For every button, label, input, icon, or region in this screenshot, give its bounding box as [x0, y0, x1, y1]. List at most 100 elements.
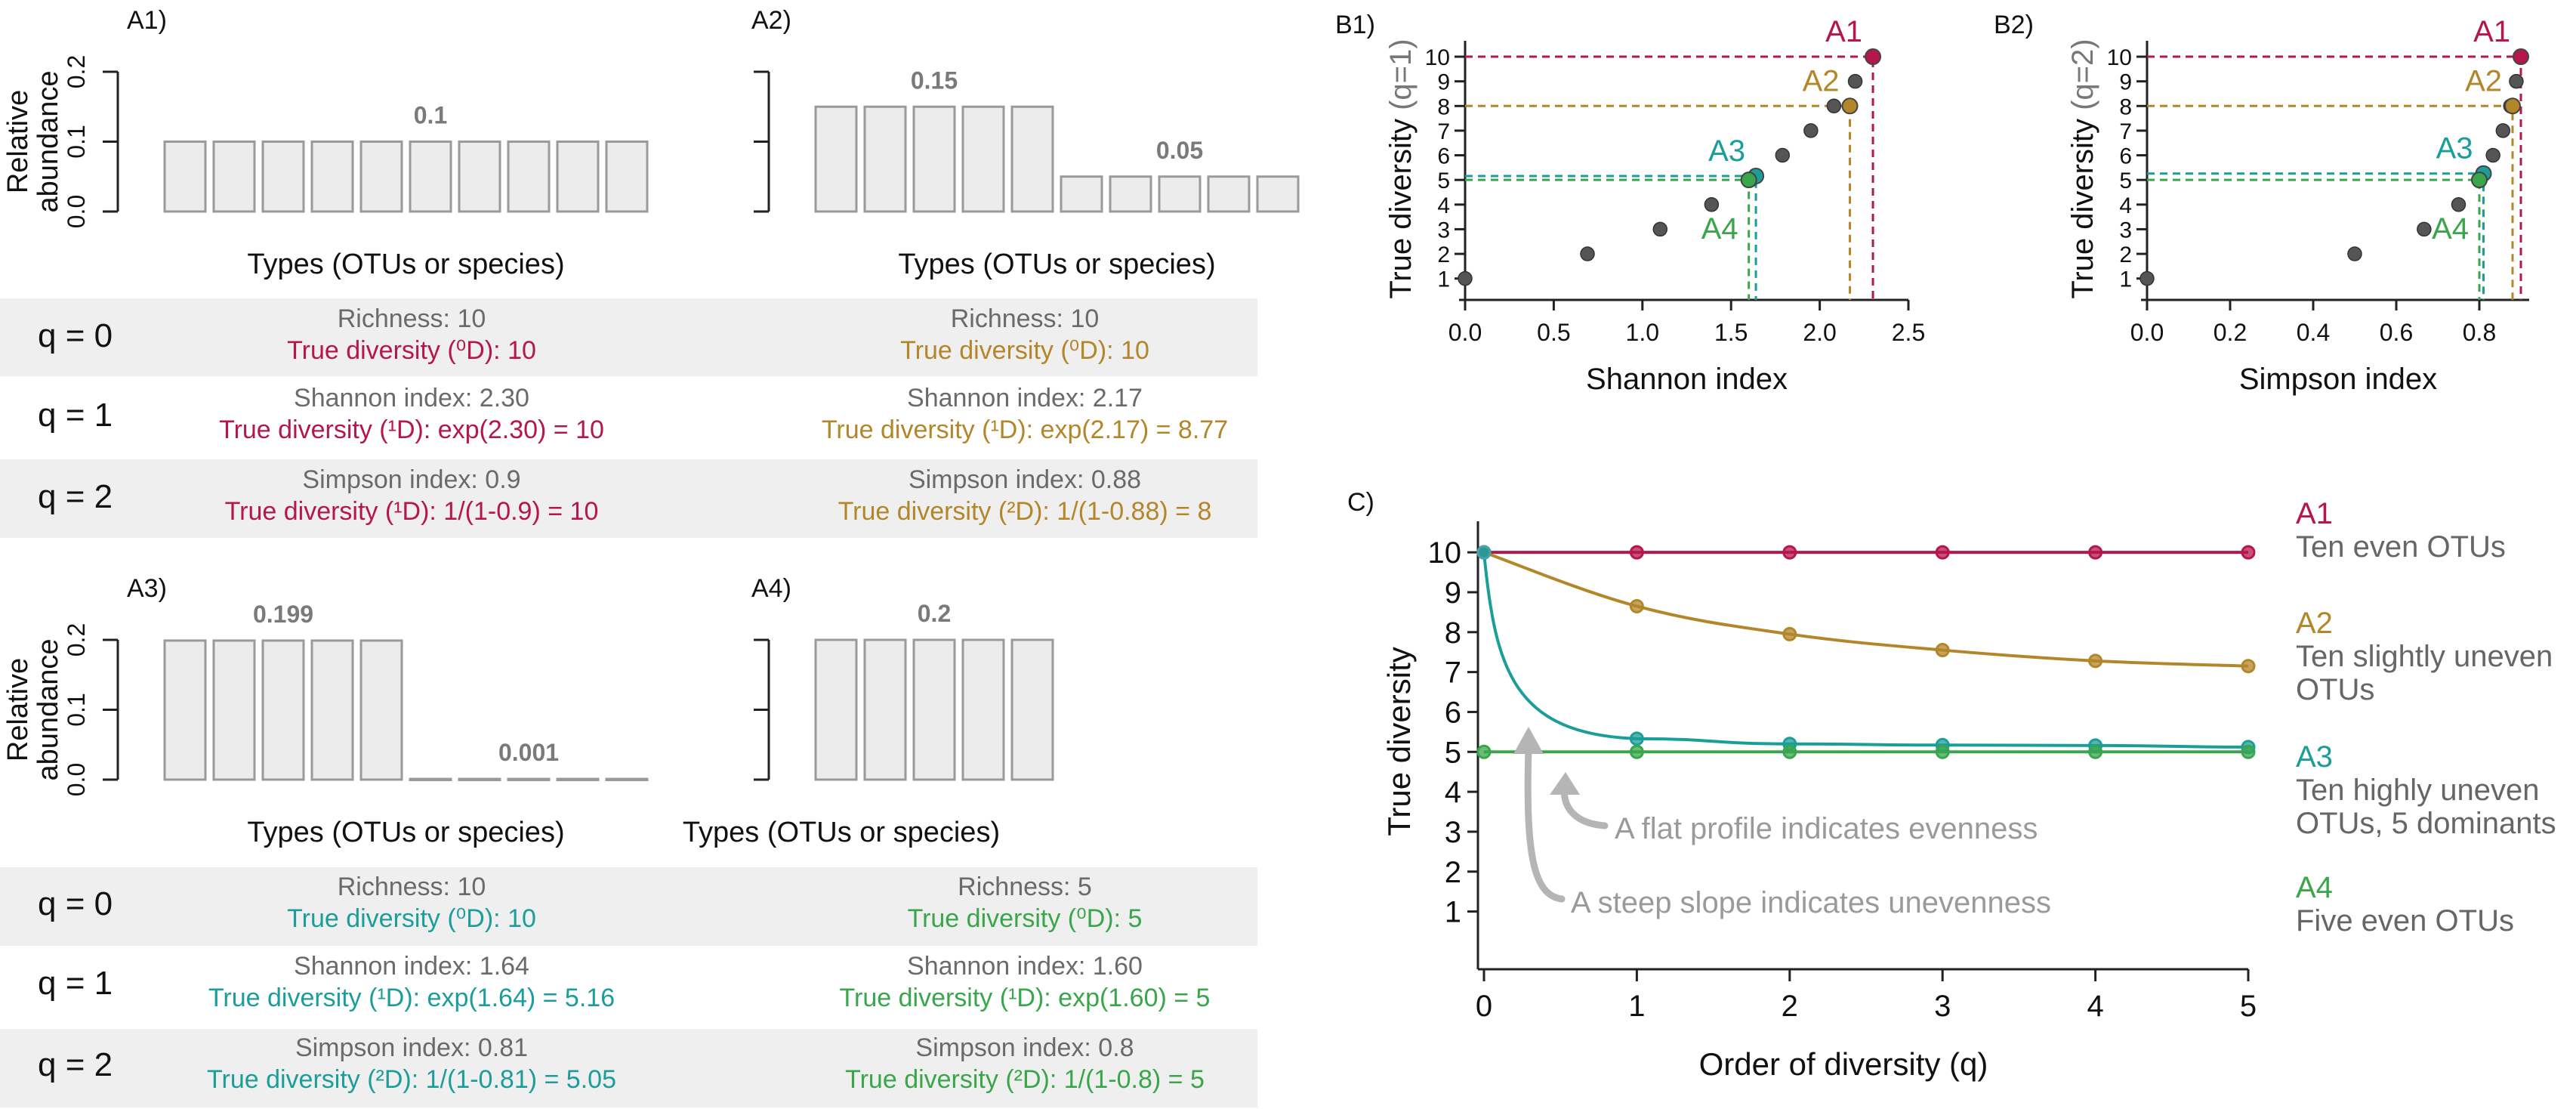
panel-label: A3) — [127, 574, 167, 603]
series-point-a1 — [2088, 545, 2103, 560]
bar-value-label: 0.2 — [918, 600, 951, 627]
q-label: q = 0 — [38, 885, 113, 922]
x-tick-label: 1.5 — [1714, 319, 1748, 346]
x-tick-label: 0.5 — [1537, 319, 1570, 346]
bar — [261, 639, 305, 781]
index-value: Shannon index: 2.30 — [294, 384, 529, 412]
q-label: q = 1 — [38, 965, 113, 1002]
x-axis-label: Types (OTUs or species) — [898, 249, 1215, 280]
x-tick-label: 2 — [1782, 990, 1798, 1023]
true-diversity-value: True diversity (²D): 1/(1-0.8) = 5 — [845, 1065, 1205, 1094]
data-point — [1803, 123, 1819, 138]
bar — [458, 141, 501, 213]
panel-label: B2) — [1994, 11, 2034, 39]
legend-description: Ten even OTUs — [2296, 530, 2506, 564]
y-tick-label: 5 — [2119, 168, 2132, 193]
series-start-point — [1476, 545, 1492, 560]
series-point-a4 — [2241, 744, 2256, 759]
panel-label: A2) — [751, 6, 791, 35]
y-axis-label-order: (q=1) — [1384, 39, 1418, 110]
y-tick-label: 9 — [2119, 70, 2132, 95]
index-value: Richness: 10 — [338, 873, 486, 901]
guide-line-a3 — [1465, 175, 1757, 300]
bar-value-label: 0.1 — [414, 102, 447, 129]
annotation-text: A flat profile indicates evenness — [1615, 812, 2038, 845]
panel-label: C) — [1347, 488, 1374, 517]
highlight-label: A4 — [2432, 212, 2469, 246]
legend-description: Ten slightly uneven — [2296, 640, 2553, 673]
bar — [814, 105, 858, 213]
data-point — [2451, 197, 2466, 212]
true-diversity-value: True diversity (⁰D): 10 — [287, 904, 536, 933]
series-point-a4 — [1935, 744, 1950, 759]
y-tick-label: 4 — [1437, 193, 1450, 218]
x-tick-label: 0 — [1476, 990, 1492, 1023]
series-line-a2 — [1483, 551, 2249, 668]
bar — [605, 777, 649, 782]
index-value: Simpson index: 0.9 — [302, 465, 520, 494]
x-tick-label: 0.2 — [2214, 319, 2247, 346]
index-value: Richness: 10 — [951, 304, 1100, 333]
y-tick-label: 8 — [2119, 94, 2132, 119]
y-axis-label: True diversity (q=1) — [1384, 39, 1418, 298]
bar-value-label: 0.199 — [253, 601, 313, 628]
table-row-band — [0, 459, 1257, 538]
y-tick-label: 8 — [1445, 616, 1461, 650]
y-tick-label: 10 — [1428, 536, 1462, 570]
index-value: Shannon index: 2.17 — [907, 384, 1143, 412]
bar — [556, 141, 600, 213]
bar — [507, 777, 551, 782]
series-point-a2 — [2241, 659, 2256, 674]
series-point-a4 — [1629, 744, 1644, 759]
bar — [605, 141, 649, 213]
true-diversity-value: True diversity (⁰D): 10 — [287, 336, 536, 365]
bar — [912, 105, 956, 213]
y-axis-label: True diversity — [1381, 647, 1417, 836]
y-tick-label: 1 — [2119, 267, 2132, 292]
table-row-band — [0, 867, 1257, 946]
x-axis-label: Types (OTUs or species) — [247, 817, 564, 848]
bar-value-label: 0.15 — [911, 66, 958, 94]
series-point-a2 — [2088, 653, 2103, 669]
q-label: q = 0 — [38, 317, 113, 354]
x-tick-label: 2.5 — [1892, 319, 1925, 346]
bar — [409, 141, 452, 213]
series-point-a4 — [2088, 744, 2103, 759]
highlight-point-a2 — [2504, 97, 2521, 115]
highlight-label: A1 — [2473, 15, 2510, 48]
true-diversity-value: True diversity (¹D): exp(1.60) = 5 — [840, 984, 1211, 1012]
index-value: Shannon index: 1.60 — [907, 952, 1143, 981]
guide-line-a1 — [1465, 55, 1874, 300]
y-tick-label: 9 — [1437, 70, 1450, 95]
panel-label: B1) — [1335, 11, 1375, 39]
y-tick-label: 1 — [1445, 896, 1461, 929]
bar — [556, 777, 600, 782]
bar — [409, 777, 452, 782]
x-tick-label: 4 — [2087, 990, 2103, 1023]
y-tick-label: 0.0 — [63, 195, 90, 228]
bar — [961, 105, 1005, 213]
x-axis-label: Types (OTUs or species) — [683, 817, 1000, 848]
bar — [863, 638, 907, 781]
y-tick-label: 2 — [1445, 856, 1461, 889]
q-label: q = 2 — [38, 478, 113, 515]
legend-name: A2 — [2296, 607, 2333, 640]
highlight-label: A4 — [1701, 212, 1738, 246]
y-tick-label: 2 — [2119, 242, 2132, 267]
y-tick-label: 6 — [2119, 144, 2132, 169]
y-tick-label: 10 — [1425, 45, 1450, 70]
y-axis-label-order: (q=2) — [2066, 39, 2099, 110]
legend-description: Five even OTUs — [2296, 904, 2514, 938]
data-point — [1847, 73, 1863, 89]
x-axis-label: Shannon index — [1586, 363, 1788, 396]
true-diversity-value: True diversity (¹D): exp(1.64) = 5.16 — [208, 984, 615, 1012]
true-diversity-value: True diversity (¹D): 1/(1-0.9) = 10 — [225, 497, 599, 526]
guide-line-a4 — [2147, 178, 2481, 300]
annotation-arrowhead — [1513, 727, 1544, 754]
y-tick-label: 3 — [1445, 816, 1461, 849]
y-tick-label: 7 — [1437, 119, 1450, 144]
series-point-a3 — [1629, 731, 1644, 746]
highlight-label: A2 — [1803, 64, 1840, 97]
